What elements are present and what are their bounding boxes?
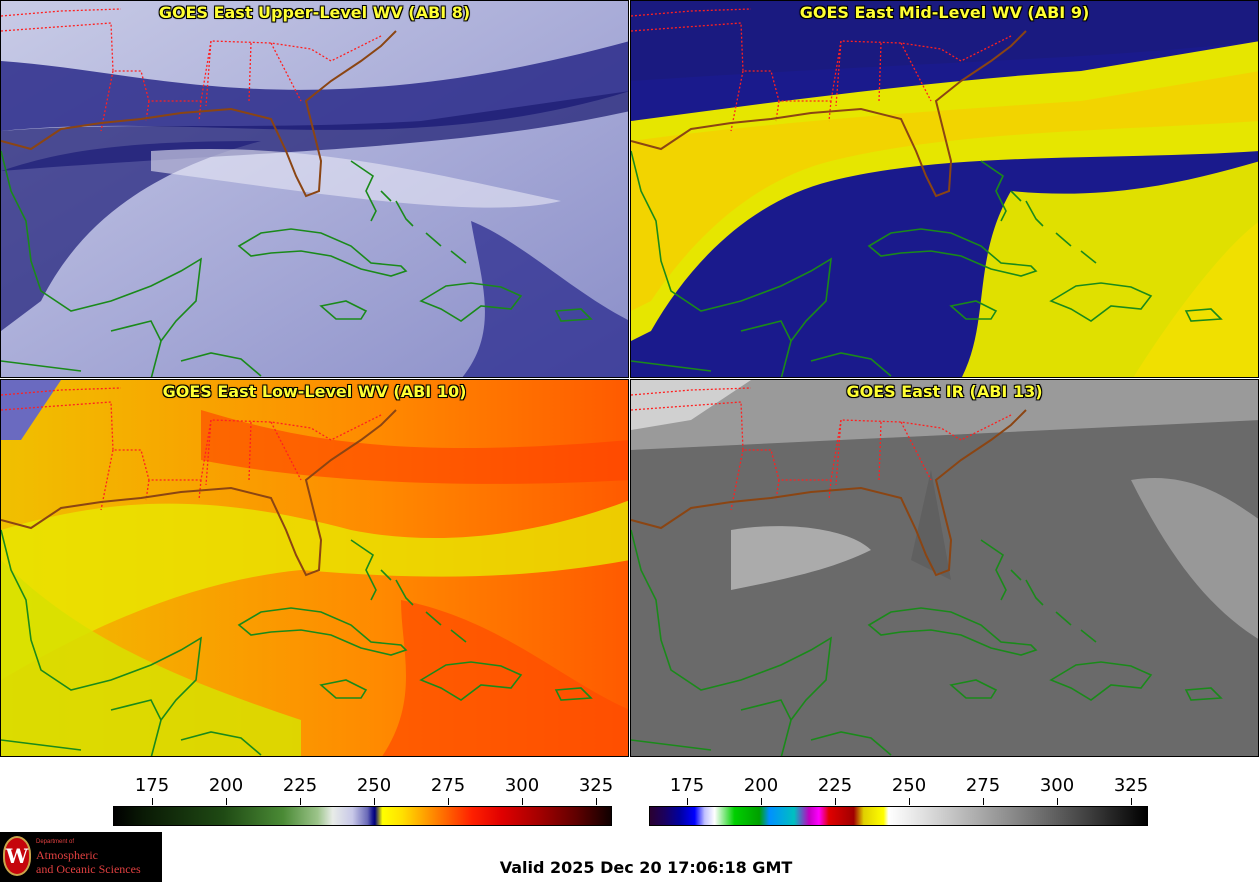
colorbar-right-tick: 275	[965, 775, 1001, 796]
colorbar-tick-mark	[152, 798, 153, 805]
colorbar-tick-mark	[448, 798, 449, 805]
colorbar-left-tick: 325	[578, 775, 614, 796]
colorbar-right-tick: 225	[817, 775, 853, 796]
colorbar-right-tick: 200	[743, 775, 779, 796]
colorbar-tick-mark	[687, 798, 688, 805]
panel-title-ir: GOES East IR (ABI 13)	[846, 382, 1043, 401]
colorbar-right-tick: 300	[1039, 775, 1075, 796]
panel-ir: GOES East IR (ABI 13)	[630, 379, 1259, 757]
panel-low-level-wv: GOES East Low-Level WV (ABI 10)	[0, 379, 629, 757]
colorbar-tick-mark	[1057, 798, 1058, 805]
logo-line-oceanic: and Oceanic Sciences	[36, 862, 141, 876]
ir-imagery	[631, 380, 1258, 756]
panel-title-low: GOES East Low-Level WV (ABI 10)	[162, 382, 467, 401]
upper-level-wv-imagery	[1, 1, 628, 377]
uw-seal-icon: W	[3, 836, 31, 876]
low-level-wv-imagery	[1, 380, 628, 756]
colorbar-left-tick: 250	[356, 775, 392, 796]
colorbar-left-tick: 275	[430, 775, 466, 796]
colorbar-left-tick: 200	[208, 775, 244, 796]
colorbar-tick-mark	[596, 798, 597, 805]
logo-dept-text: Department of	[36, 839, 75, 845]
colorbar-tick-mark	[983, 798, 984, 805]
colorbar-tick-mark	[1131, 798, 1132, 805]
colorbar-tick-mark	[300, 798, 301, 805]
logo-line-atmospheric: Atmospheric	[36, 848, 98, 862]
colorbar-tick-mark	[835, 798, 836, 805]
colorbar-right-tick: 325	[1113, 775, 1149, 796]
colorbar-right-tick: 175	[669, 775, 705, 796]
colorbar-left-tick: 300	[504, 775, 540, 796]
panel-title-upper: GOES East Upper-Level WV (ABI 8)	[158, 3, 471, 22]
colorbar-tick-mark	[522, 798, 523, 805]
panel-upper-level-wv: GOES East Upper-Level WV (ABI 8)	[0, 0, 629, 378]
panel-title-mid: GOES East Mid-Level WV (ABI 9)	[799, 3, 1090, 22]
colorbar-tick-mark	[909, 798, 910, 805]
panel-mid-level-wv: GOES East Mid-Level WV (ABI 9)	[630, 0, 1259, 378]
colorbar-left-tick: 225	[282, 775, 318, 796]
colorbar-left-tick: 175	[134, 775, 170, 796]
colorbar-right-ticks: 175 200 225 250 275 300 325	[0, 775, 1260, 805]
valid-time: Valid 2025 Dec 20 17:06:18 GMT	[499, 858, 793, 877]
colorbar-tick-mark	[226, 798, 227, 805]
colorbar-ir	[649, 806, 1148, 826]
colorbar-tick-mark	[374, 798, 375, 805]
mid-level-wv-imagery	[631, 1, 1258, 377]
colorbar-wv	[113, 806, 612, 826]
colorbar-right-tick: 250	[891, 775, 927, 796]
colorbar-tick-mark	[761, 798, 762, 805]
aos-logo: W Department of Atmospheric and Oceanic …	[0, 832, 162, 882]
colorbar-left-ticks: 175 200 225 250 275 300 325	[0, 775, 630, 805]
